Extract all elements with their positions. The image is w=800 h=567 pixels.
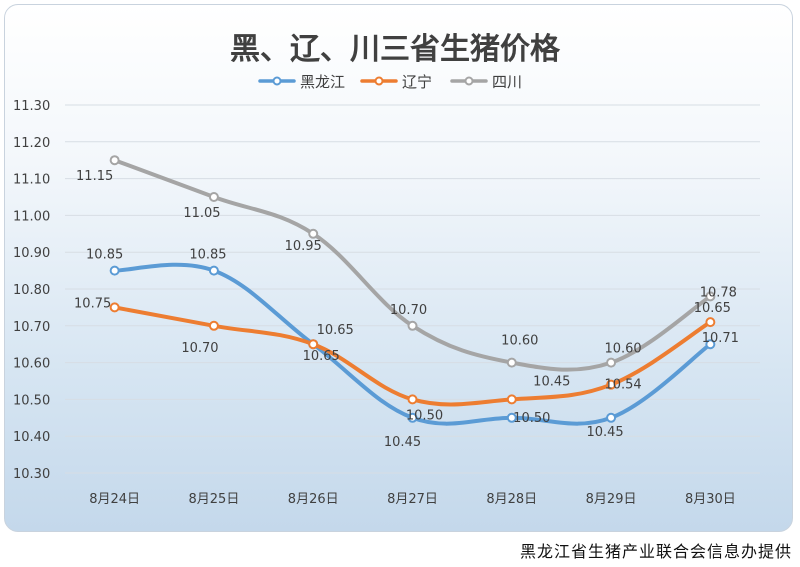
- legend-marker: [272, 76, 282, 86]
- data-label: 10.70: [390, 303, 427, 318]
- chart-title: 黑、辽、川三省生猪价格: [230, 32, 561, 67]
- data-label: 10.60: [604, 342, 641, 357]
- y-tick-label: 11.20: [13, 136, 50, 151]
- data-point: [705, 317, 716, 328]
- data-label: 10.45: [586, 425, 623, 440]
- data-point: [506, 412, 517, 423]
- data-label: 10.50: [406, 408, 443, 423]
- y-tick-label: 10.80: [13, 283, 50, 298]
- data-point: [308, 339, 319, 350]
- data-point: [606, 379, 617, 390]
- source-note: 黑龙江省生猪产业联合会信息办提供: [519, 542, 792, 561]
- y-tick-label: 10.30: [13, 467, 50, 482]
- chart-panel: 黑、辽、川三省生猪价格 10.30 10.40 10.50 10.60 10.70 10.8…: [4, 4, 793, 532]
- data-label: 11.15: [76, 169, 113, 184]
- data-point: [606, 357, 617, 368]
- data-point: [308, 228, 319, 239]
- x-tick-label: 8月24日: [89, 492, 140, 507]
- y-tick-label: 10.40: [13, 430, 50, 445]
- x-tick-label: 8月29日: [586, 492, 637, 507]
- x-tick-label: 8月27日: [387, 492, 438, 507]
- data-point: [506, 394, 517, 405]
- x-tick-label: 8月26日: [288, 492, 339, 507]
- legend-label: 黑龙江: [300, 73, 345, 91]
- legend-marker: [374, 76, 384, 86]
- x-tick-label: 8月30日: [685, 492, 736, 507]
- data-point: [208, 265, 219, 276]
- data-point: [407, 394, 418, 405]
- data-point: [606, 412, 617, 423]
- data-point: [705, 291, 716, 302]
- data-label: 10.85: [189, 248, 226, 263]
- data-point: [208, 192, 219, 202]
- data-label: 10.65: [694, 301, 731, 316]
- x-tick-label: 8月25日: [189, 492, 240, 507]
- y-tick-label: 11.30: [13, 99, 50, 114]
- data-point: [506, 357, 517, 368]
- data-point: [109, 155, 120, 166]
- y-tick-label: 10.60: [13, 357, 50, 372]
- x-tick-label: 8月28日: [486, 492, 537, 507]
- y-tick-label: 10.90: [13, 246, 50, 261]
- legend-marker: [464, 76, 474, 86]
- data-label: 10.65: [317, 323, 354, 338]
- data-label: 10.50: [513, 411, 550, 426]
- data-label: 10.75: [74, 296, 111, 311]
- data-point: [109, 265, 120, 276]
- y-tick-label: 10.70: [13, 320, 50, 335]
- y-tick-label: 11.00: [13, 209, 50, 224]
- data-point: [705, 339, 716, 350]
- data-point: [407, 320, 418, 331]
- y-tick-label: 10.50: [13, 393, 50, 408]
- legend-label: 辽宁: [402, 73, 432, 91]
- data-label: 10.70: [181, 341, 218, 356]
- data-label: 10.85: [86, 248, 123, 263]
- data-point: [208, 320, 219, 331]
- data-label: 10.45: [384, 435, 421, 450]
- data-point: [109, 302, 120, 313]
- data-label: 10.45: [533, 374, 570, 389]
- data-label: 10.71: [702, 331, 739, 346]
- data-label: 10.65: [303, 349, 340, 364]
- series-line: [112, 158, 713, 372]
- data-point: [407, 412, 418, 423]
- line-chart: 黑、辽、川三省生猪价格 10.30 10.40 10.50 10.60 10.70 10.8…: [13, 32, 760, 507]
- data-label: 11.05: [183, 206, 220, 221]
- data-label: 10.60: [501, 334, 538, 349]
- y-tick-label: 11.10: [13, 173, 50, 188]
- data-label: 10.54: [604, 378, 641, 393]
- legend-label: 四川: [492, 73, 522, 91]
- data-label: 10.95: [285, 239, 322, 254]
- data-label: 10.78: [700, 285, 737, 300]
